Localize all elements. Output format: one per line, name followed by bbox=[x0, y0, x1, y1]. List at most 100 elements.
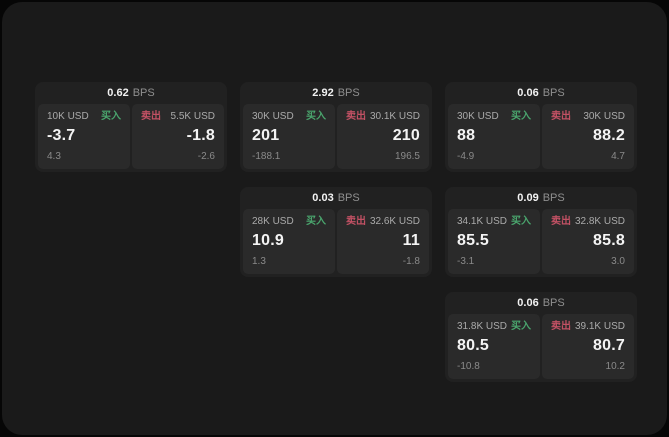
buy-panel[interactable]: 28K USD 买入 10.9 1.3 bbox=[243, 209, 335, 274]
sell-badge: 卖出 bbox=[346, 216, 366, 227]
bps-header: 0.06 BPS bbox=[448, 292, 634, 314]
sell-panel[interactable]: 卖出 5.5K USD -1.8 -2.6 bbox=[132, 104, 224, 169]
buy-change: -4.9 bbox=[457, 151, 475, 162]
bps-unit-label: BPS bbox=[132, 87, 155, 99]
bps-unit-label: BPS bbox=[337, 87, 360, 99]
buy-size-label: 28K USD bbox=[252, 216, 294, 227]
quote-panels: 28K USD 买入 10.9 1.3 卖出 32.6K USD 11 -1.8 bbox=[243, 209, 429, 274]
bps-value: 0.62 bbox=[107, 87, 129, 99]
bps-header: 0.06 BPS bbox=[448, 82, 634, 104]
quote-panels: 34.1K USD 买入 85.5 -3.1 卖出 32.8K USD 85.8… bbox=[448, 209, 634, 274]
buy-top-row: 34.1K USD 买入 bbox=[457, 216, 531, 228]
quote-panels: 30K USD 买入 88 -4.9 卖出 30K USD 88.2 4.7 bbox=[448, 104, 634, 169]
quote-card: 0.06 BPS 31.8K USD 买入 80.5 -10.8 卖出 39.1… bbox=[445, 292, 637, 382]
buy-top-row: 30K USD 买入 bbox=[457, 111, 531, 123]
sell-size-label: 5.5K USD bbox=[170, 111, 215, 122]
buy-badge: 买入 bbox=[306, 216, 326, 227]
sell-top-row: 卖出 39.1K USD bbox=[551, 321, 625, 333]
quote-panels: 31.8K USD 买入 80.5 -10.8 卖出 39.1K USD 80.… bbox=[448, 314, 634, 379]
buy-badge: 买入 bbox=[511, 321, 531, 332]
bps-value: 0.03 bbox=[312, 192, 334, 204]
buy-size-label: 30K USD bbox=[252, 111, 294, 122]
buy-panel[interactable]: 10K USD 买入 -3.7 4.3 bbox=[38, 104, 130, 169]
bps-unit-label: BPS bbox=[542, 297, 565, 309]
quote-card: 0.62 BPS 10K USD 买入 -3.7 4.3 卖出 5.5K USD… bbox=[35, 82, 227, 172]
bps-unit-label: BPS bbox=[542, 87, 565, 99]
buy-size-label: 31.8K USD bbox=[457, 321, 508, 332]
sell-price: 85.8 bbox=[593, 232, 625, 249]
buy-top-row: 30K USD 买入 bbox=[252, 111, 326, 123]
sell-panel[interactable]: 卖出 32.8K USD 85.8 3.0 bbox=[542, 209, 634, 274]
bps-value: 0.06 bbox=[517, 87, 539, 99]
buy-badge: 买入 bbox=[306, 111, 326, 122]
sell-size-label: 30K USD bbox=[583, 111, 625, 122]
sell-price: 80.7 bbox=[593, 337, 625, 354]
sell-change: 4.7 bbox=[611, 151, 625, 162]
sell-price: -1.8 bbox=[186, 127, 215, 144]
sell-size-label: 30.1K USD bbox=[369, 111, 420, 122]
quote-grid: 0.62 BPS 10K USD 买入 -3.7 4.3 卖出 5.5K USD… bbox=[35, 82, 637, 382]
buy-panel[interactable]: 34.1K USD 买入 85.5 -3.1 bbox=[448, 209, 540, 274]
bps-value: 0.09 bbox=[517, 192, 539, 204]
buy-price: -3.7 bbox=[47, 127, 76, 144]
sell-top-row: 卖出 5.5K USD bbox=[141, 111, 215, 123]
buy-panel[interactable]: 30K USD 买入 88 -4.9 bbox=[448, 104, 540, 169]
buy-size-label: 10K USD bbox=[47, 111, 89, 122]
sell-top-row: 卖出 30K USD bbox=[551, 111, 625, 123]
buy-price: 201 bbox=[252, 127, 280, 144]
bps-unit-label: BPS bbox=[337, 192, 360, 204]
sell-top-row: 卖出 30.1K USD bbox=[346, 111, 420, 123]
buy-panel[interactable]: 31.8K USD 买入 80.5 -10.8 bbox=[448, 314, 540, 379]
bps-unit-label: BPS bbox=[542, 192, 565, 204]
bps-header: 0.62 BPS bbox=[38, 82, 224, 104]
sell-size-label: 39.1K USD bbox=[574, 321, 625, 332]
sell-badge: 卖出 bbox=[346, 111, 366, 122]
buy-price: 10.9 bbox=[252, 232, 284, 249]
buy-panel[interactable]: 30K USD 买入 201 -188.1 bbox=[243, 104, 335, 169]
sell-top-row: 卖出 32.6K USD bbox=[346, 216, 420, 228]
quote-card: 2.92 BPS 30K USD 买入 201 -188.1 卖出 30.1K … bbox=[240, 82, 432, 172]
sell-change: 3.0 bbox=[611, 256, 625, 267]
sell-change: 10.2 bbox=[605, 361, 625, 372]
sell-panel[interactable]: 卖出 32.6K USD 11 -1.8 bbox=[337, 209, 429, 274]
sell-top-row: 卖出 32.8K USD bbox=[551, 216, 625, 228]
buy-badge: 买入 bbox=[101, 111, 121, 122]
sell-panel[interactable]: 卖出 30.1K USD 210 196.5 bbox=[337, 104, 429, 169]
bps-header: 2.92 BPS bbox=[243, 82, 429, 104]
sell-change: -2.6 bbox=[197, 151, 215, 162]
bps-value: 0.06 bbox=[517, 297, 539, 309]
buy-top-row: 31.8K USD 买入 bbox=[457, 321, 531, 333]
buy-change: -10.8 bbox=[457, 361, 480, 372]
bps-header: 0.09 BPS bbox=[448, 187, 634, 209]
quote-panels: 30K USD 买入 201 -188.1 卖出 30.1K USD 210 1… bbox=[243, 104, 429, 169]
sell-change: 196.5 bbox=[394, 151, 420, 162]
quote-card: 0.09 BPS 34.1K USD 买入 85.5 -3.1 卖出 32.8K… bbox=[445, 187, 637, 277]
sell-change: -1.8 bbox=[402, 256, 420, 267]
buy-top-row: 10K USD 买入 bbox=[47, 111, 121, 123]
sell-size-label: 32.6K USD bbox=[369, 216, 420, 227]
sell-badge: 卖出 bbox=[141, 111, 161, 122]
buy-badge: 买入 bbox=[511, 216, 531, 227]
sell-badge: 卖出 bbox=[551, 111, 571, 122]
sell-panel[interactable]: 卖出 30K USD 88.2 4.7 bbox=[542, 104, 634, 169]
quote-card: 0.03 BPS 28K USD 买入 10.9 1.3 卖出 32.6K US… bbox=[240, 187, 432, 277]
buy-top-row: 28K USD 买入 bbox=[252, 216, 326, 228]
buy-size-label: 30K USD bbox=[457, 111, 499, 122]
sell-size-label: 32.8K USD bbox=[574, 216, 625, 227]
buy-change: -3.1 bbox=[457, 256, 475, 267]
buy-price: 85.5 bbox=[457, 232, 489, 249]
quote-card: 0.06 BPS 30K USD 买入 88 -4.9 卖出 30K USD 8… bbox=[445, 82, 637, 172]
sell-price: 210 bbox=[392, 127, 420, 144]
buy-price: 80.5 bbox=[457, 337, 489, 354]
buy-change: 4.3 bbox=[47, 151, 61, 162]
bps-header: 0.03 BPS bbox=[243, 187, 429, 209]
sell-price: 11 bbox=[402, 232, 420, 249]
bps-value: 2.92 bbox=[312, 87, 334, 99]
quote-panels: 10K USD 买入 -3.7 4.3 卖出 5.5K USD -1.8 -2.… bbox=[38, 104, 224, 169]
sell-badge: 卖出 bbox=[551, 216, 571, 227]
sell-price: 88.2 bbox=[593, 127, 625, 144]
buy-change: 1.3 bbox=[252, 256, 266, 267]
sell-panel[interactable]: 卖出 39.1K USD 80.7 10.2 bbox=[542, 314, 634, 379]
buy-price: 88 bbox=[457, 127, 476, 144]
